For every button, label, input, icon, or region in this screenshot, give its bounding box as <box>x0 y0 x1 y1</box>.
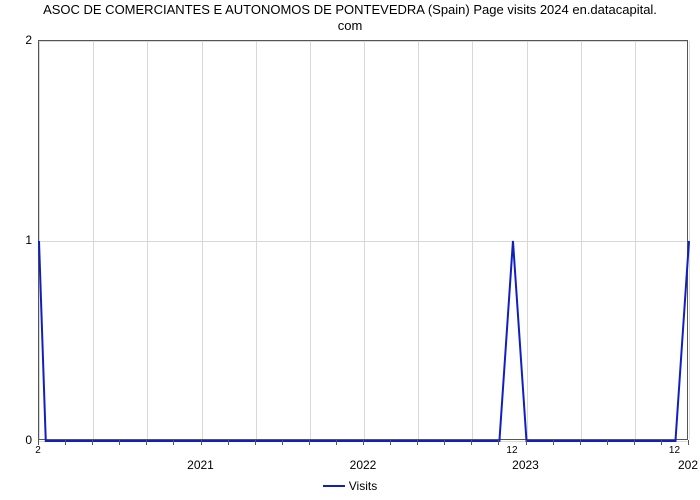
x-tick <box>471 440 472 445</box>
x-tick <box>634 440 635 445</box>
x-tick <box>390 440 391 445</box>
x-tick <box>444 440 445 445</box>
x-tick <box>282 440 283 445</box>
x-tick <box>661 440 662 445</box>
x-tick <box>553 440 554 445</box>
y-tick-label: 1 <box>12 233 32 247</box>
plot-area <box>38 40 688 440</box>
y-tick-label: 0 <box>12 433 32 447</box>
legend-label: Visits <box>349 479 377 493</box>
x-major-label: 2023 <box>512 458 539 472</box>
legend: Visits <box>0 476 700 493</box>
x-tick <box>607 440 608 445</box>
x-tick <box>498 440 499 445</box>
x-tick <box>92 440 93 445</box>
x-tick <box>336 440 337 445</box>
legend-item-visits: Visits <box>323 479 377 493</box>
chart-title-line1: ASOC DE COMERCIANTES E AUTONOMOS DE PONT… <box>43 2 657 17</box>
x-tick <box>146 440 147 445</box>
x-minor-label: 12 <box>669 445 680 456</box>
x-tick <box>119 440 120 445</box>
x-minor-label: 2 <box>35 445 41 456</box>
x-major-label: 2021 <box>187 458 214 472</box>
x-tick <box>688 440 689 445</box>
x-tick <box>526 440 527 445</box>
grid-line-v <box>689 41 690 439</box>
x-tick <box>228 440 229 445</box>
x-major-label: 202 <box>678 458 698 472</box>
x-tick <box>173 440 174 445</box>
x-tick <box>201 440 202 445</box>
x-tick <box>580 440 581 445</box>
x-major-label: 2022 <box>350 458 377 472</box>
x-tick <box>309 440 310 445</box>
legend-swatch <box>323 485 345 487</box>
x-tick <box>363 440 364 445</box>
x-tick <box>255 440 256 445</box>
x-tick <box>65 440 66 445</box>
x-tick <box>417 440 418 445</box>
chart-title-line2: com <box>338 18 363 33</box>
x-minor-label: 12 <box>506 445 517 456</box>
chart-title: ASOC DE COMERCIANTES E AUTONOMOS DE PONT… <box>0 2 700 35</box>
y-tick-label: 2 <box>12 33 32 47</box>
series-line <box>39 41 689 441</box>
